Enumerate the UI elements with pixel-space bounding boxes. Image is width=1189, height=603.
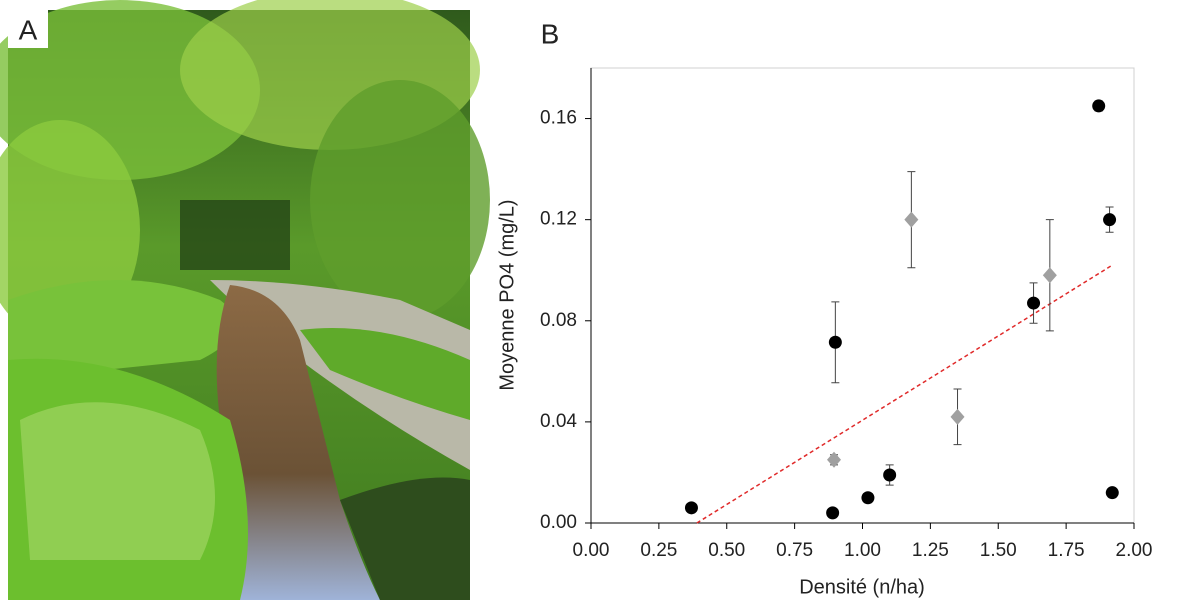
y-tick-label: 0.12 <box>540 209 577 230</box>
y-tick-label: 0.04 <box>540 411 577 432</box>
photo <box>0 0 490 600</box>
panel-label: B <box>541 18 560 49</box>
x-tick-label: 1.75 <box>1048 540 1085 561</box>
point <box>950 408 965 425</box>
point <box>826 506 840 520</box>
x-tick-label: 1.50 <box>980 540 1017 561</box>
y-tick-label: 0.08 <box>540 310 577 331</box>
panel-label: A <box>19 14 38 45</box>
point <box>883 468 897 482</box>
point <box>1042 267 1057 284</box>
x-tick-label: 1.00 <box>844 540 881 561</box>
y-axis-title: Moyenne PO4 (mg/L) <box>496 199 518 390</box>
trendline <box>696 264 1113 524</box>
x-axis-title: Densité (n/ha) <box>799 576 925 598</box>
point <box>1092 99 1106 113</box>
point <box>904 211 919 228</box>
x-tick-label: 0.50 <box>708 540 745 561</box>
point <box>684 501 698 515</box>
y-tick-label: 0.00 <box>540 512 577 533</box>
point <box>861 491 875 505</box>
point <box>1103 213 1117 227</box>
x-tick-label: 0.75 <box>776 540 813 561</box>
point <box>1027 296 1041 310</box>
point <box>1105 486 1119 500</box>
plot-frame <box>590 67 1135 524</box>
x-tick-label: 0.00 <box>573 540 610 561</box>
x-tick-label: 1.25 <box>912 540 949 561</box>
x-tick-label: 2.00 <box>1116 540 1153 561</box>
x-tick-label: 0.25 <box>640 540 677 561</box>
point <box>828 335 842 349</box>
y-tick-label: 0.16 <box>540 108 577 129</box>
point <box>826 451 841 468</box>
